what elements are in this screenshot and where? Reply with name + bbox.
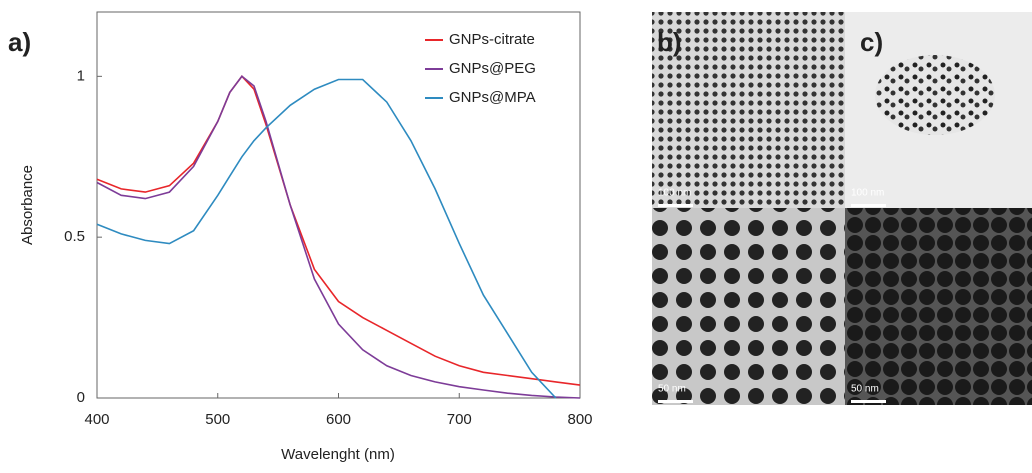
x-axis-label: Wavelenght (nm) — [281, 446, 395, 463]
x-tick-label: 600 — [326, 411, 351, 428]
scale-label: 100 nm — [851, 188, 884, 199]
x-tick-label: 500 — [205, 411, 230, 428]
scale-bar — [851, 400, 886, 403]
tem-cluster — [875, 55, 995, 135]
legend-label: GNPs@MPA — [449, 89, 536, 106]
x-tick-label: 400 — [84, 411, 109, 428]
y-tick-label: 0 — [77, 389, 85, 406]
tem-images: 100 nm 100 nm 50 nm 50 nm — [652, 12, 1032, 405]
x-tick-label: 700 — [447, 411, 472, 428]
panel-label: b) — [657, 27, 682, 57]
scale-bar — [658, 204, 693, 207]
y-axis-label: Absorbance — [19, 165, 36, 245]
series-line — [96, 75, 581, 386]
x-tick-label: 800 — [567, 411, 592, 428]
scale-bar — [658, 400, 693, 403]
tem-image — [652, 12, 845, 208]
panel-label: a) — [8, 27, 31, 57]
scale-label: 50 nm — [658, 384, 686, 395]
scale-bar — [851, 204, 886, 207]
tem-image — [652, 208, 845, 405]
panel-label: c) — [860, 27, 883, 57]
y-tick-label: 1 — [77, 67, 85, 84]
tem-image — [845, 208, 1032, 405]
scale-label: 100 nm — [658, 188, 691, 199]
series-line — [96, 75, 581, 399]
series-line — [96, 78, 557, 399]
scale-label: 50 nm — [851, 384, 879, 395]
y-tick-label: 0.5 — [64, 228, 85, 245]
legend-label: GNPs@PEG — [449, 60, 536, 77]
legend-label: GNPs-citrate — [449, 31, 535, 48]
